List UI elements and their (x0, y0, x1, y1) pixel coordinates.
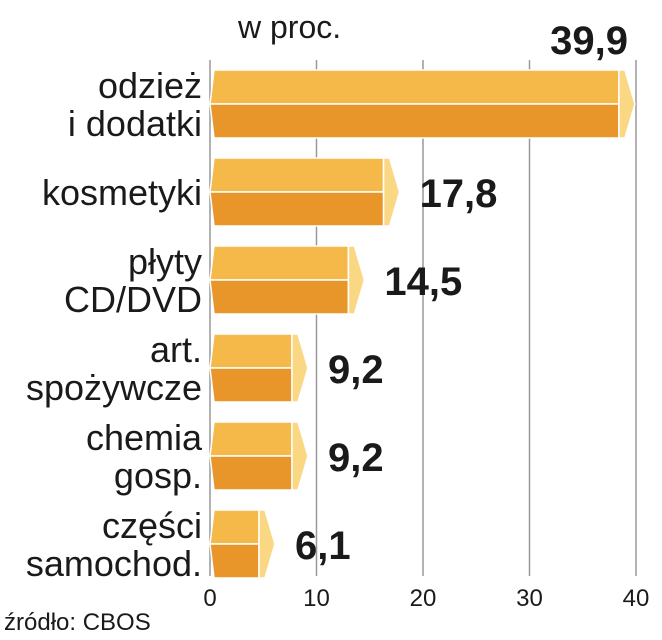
category-label: odzież (98, 65, 202, 106)
bar-bottom-face (209, 191, 385, 227)
category-label: płyty (128, 241, 202, 282)
value-label: 6,1 (295, 524, 351, 568)
bar (209, 157, 401, 227)
bar (209, 245, 366, 315)
category-label: gosp. (114, 455, 202, 496)
category-label: i dodatki (68, 103, 202, 144)
bar-cap (347, 245, 366, 315)
value-label: 39,9 (550, 19, 628, 63)
bars (209, 69, 636, 579)
bar-top-face (209, 157, 385, 193)
category-label: samochod. (26, 543, 202, 584)
bar-cap (618, 69, 636, 139)
x-tick-label: 30 (516, 585, 543, 612)
bar-top-face (209, 509, 260, 545)
bar-bottom-face (209, 455, 293, 491)
bar-cap (258, 509, 276, 579)
bar (209, 69, 636, 139)
bar-top-face (209, 421, 293, 457)
category-label: art. (150, 329, 202, 370)
source-label: źródło: CBOS (4, 609, 151, 636)
category-label: części (102, 505, 202, 546)
x-tick-label: 0 (203, 585, 216, 612)
bar (209, 509, 276, 579)
bar-bottom-face (209, 103, 620, 139)
bar-cap (291, 421, 309, 491)
bar-bottom-face (209, 279, 350, 315)
bar-cap (382, 157, 401, 227)
bar-top-face (209, 333, 293, 369)
value-label: 9,2 (328, 436, 384, 480)
x-tick-label: 20 (410, 585, 437, 612)
unit-label: w proc. (237, 9, 341, 45)
bar (209, 333, 309, 403)
bar (209, 421, 309, 491)
bar-bottom-face (209, 543, 260, 579)
value-labels: 39,917,814,59,29,26,1 (295, 19, 628, 568)
bar-top-face (209, 69, 620, 105)
bar-top-face (209, 245, 350, 281)
bar-cap (291, 333, 309, 403)
x-tick-label: 10 (303, 585, 330, 612)
x-tick-label: 40 (623, 585, 650, 612)
category-label: chemia (86, 417, 203, 458)
value-label: 17,8 (420, 172, 498, 216)
x-axis-ticks: 0 10 20 30 40 (203, 585, 649, 612)
value-label: 9,2 (328, 348, 384, 392)
category-label: spożywcze (26, 367, 202, 408)
category-label: CD/DVD (64, 279, 202, 320)
bar-bottom-face (209, 367, 293, 403)
value-label: 14,5 (384, 260, 462, 304)
grid-lines (209, 60, 637, 576)
category-label: kosmetyki (42, 172, 202, 213)
